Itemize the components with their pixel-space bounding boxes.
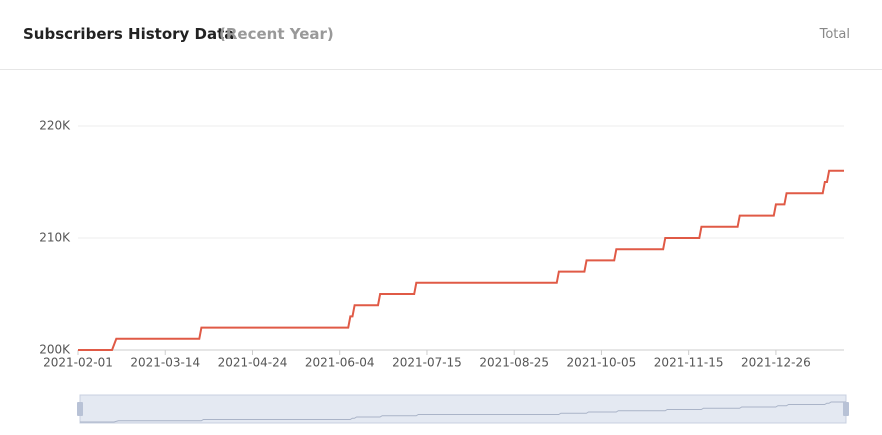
title: Subscribers History Data: [23, 25, 235, 43]
x-tick-label: 2021-06-04: [305, 356, 375, 370]
x-tick-label: 2021-10-05: [567, 356, 637, 370]
x-tick-label: 2021-03-14: [130, 356, 200, 370]
line: [78, 169, 844, 351]
y-tick-label: 210K: [39, 231, 71, 245]
x-tick-label: 2021-04-24: [218, 356, 288, 370]
x-tick-label: 2021-07-15: [392, 356, 462, 370]
zoom-handle[interactable]: [843, 402, 849, 416]
y-tick-label: 220K: [39, 119, 71, 133]
x-tick-label: 2021-11-15: [654, 356, 724, 370]
overview-line: [80, 401, 846, 423]
total-button[interactable]: Total: [819, 27, 850, 42]
x-tick-label: 2021-12-26: [741, 356, 811, 370]
x-tick-label: 2021-02-01: [43, 356, 113, 370]
zoom-slider[interactable]: [79, 394, 847, 424]
header: Subscribers History Data (Recent Year) T…: [0, 0, 882, 70]
x-tick-label: 2021-08-25: [479, 356, 549, 370]
y-tick-label: 200K: [39, 343, 71, 357]
zoom-handle[interactable]: [77, 402, 83, 416]
subtitle: (Recent Year): [219, 25, 334, 43]
